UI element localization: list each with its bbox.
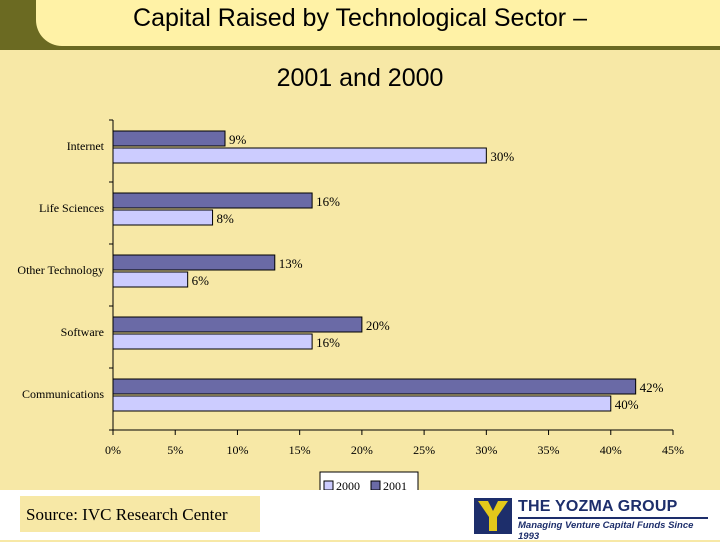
page-title: Capital Raised by Technological Sector – (133, 4, 587, 32)
x-tick-label: 30% (475, 443, 497, 457)
data-label: 13% (279, 256, 303, 271)
bar-2000-software (112, 333, 313, 350)
data-label: 40% (615, 397, 639, 412)
footer: Source: IVC Research Center THE YOZMA GR… (0, 490, 720, 542)
data-label: 6% (192, 273, 210, 288)
logo-name: THE YOZMA GROUP (518, 498, 678, 515)
bar-chart: 0% 5% 10% 15% 20% 25% 30% 35% 40% 45% Internet 9% 3… (17, 119, 684, 499)
source-citation: Source: IVC Research Center (26, 505, 228, 524)
category-label: Other Technology (17, 263, 104, 277)
bar-2000-other-technology (112, 271, 189, 288)
page-subtitle: 2001 and 2000 (276, 64, 444, 92)
category-label: Communications (22, 387, 104, 401)
bar-2000-life-sciences (112, 209, 214, 226)
bar-2001-internet (112, 130, 226, 147)
data-label: 42% (640, 380, 664, 395)
data-label: 9% (229, 132, 247, 147)
x-tick-label: 45% (662, 443, 684, 457)
bar-2000-internet (112, 147, 487, 164)
legend-swatch-2000 (323, 480, 334, 491)
x-tick-label: 0% (105, 443, 121, 457)
bar-2001-software (112, 316, 363, 333)
bar-2000-communications (112, 395, 612, 412)
x-tick-label: 10% (226, 443, 248, 457)
x-tick-label: 40% (600, 443, 622, 457)
title-banner (36, 0, 720, 46)
source-box: Source: IVC Research Center (20, 496, 260, 532)
x-tick-label: 35% (538, 443, 560, 457)
data-label: 30% (490, 149, 514, 164)
data-label: 16% (316, 335, 340, 350)
logo-divider (518, 517, 708, 519)
legend-label-2000: 2000 (336, 479, 360, 493)
x-tick-label: 20% (351, 443, 373, 457)
yozma-y-logo-icon (474, 498, 512, 534)
category-label: Software (61, 325, 104, 339)
category-label: Life Sciences (39, 201, 104, 215)
legend-label-2001: 2001 (383, 479, 407, 493)
data-label: 20% (366, 318, 390, 333)
data-label: 8% (217, 211, 235, 226)
bar-2001-communications (112, 378, 637, 395)
data-label: 16% (316, 194, 340, 209)
legend-swatch-2001 (370, 480, 381, 491)
yozma-logo: THE YOZMA GROUP Managing Venture Capital… (474, 498, 714, 542)
logo-tagline: Managing Venture Capital Funds Since 199… (518, 520, 694, 542)
category-label: Internet (67, 139, 105, 153)
x-tick-label: 15% (289, 443, 311, 457)
x-tick-label: 5% (167, 443, 183, 457)
bar-2001-life-sciences (112, 192, 313, 209)
bar-2001-other-technology (112, 254, 276, 271)
x-tick-label: 25% (413, 443, 435, 457)
